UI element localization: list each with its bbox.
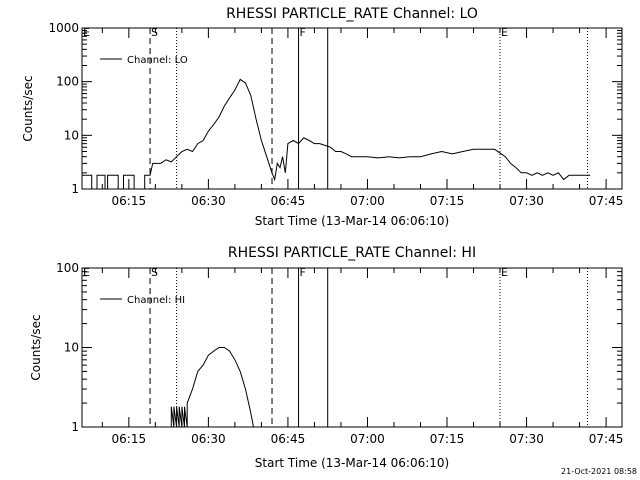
event-marker-label: E <box>83 26 90 39</box>
x-tick-label: 07:15 <box>430 194 465 208</box>
x-tick-label: 06:30 <box>191 432 226 446</box>
y-tick-label: 1 <box>71 420 79 434</box>
hi-channel-panel: RHESSI PARTICLE_RATE Channel: HI Start Ti… <box>29 245 623 470</box>
lo-channel-panel: RHESSI PARTICLE_RATE Channel: LO Start Ti… <box>21 6 623 228</box>
timestamp-footer: 21-Oct-2021 08:58 <box>561 467 637 476</box>
x-tick-label: 06:30 <box>191 194 226 208</box>
x-tick-label: 06:45 <box>271 194 306 208</box>
event-marker-label: S <box>151 266 158 279</box>
x-axis-label: Start Time (13-Mar-14 06:06:10) <box>255 456 449 470</box>
legend-entry: Channel: HI <box>127 295 185 306</box>
x-tick-label: 07:00 <box>350 432 385 446</box>
x-tick-label: 07:15 <box>430 432 465 446</box>
event-marker-label: E <box>501 266 508 279</box>
y-tick-label: 1 <box>71 182 79 196</box>
plot-frame <box>81 27 623 190</box>
x-tick-label: 07:45 <box>589 194 624 208</box>
x-tick-label: 06:15 <box>112 194 147 208</box>
plot-frame <box>81 267 623 428</box>
x-tick-label: 06:15 <box>112 432 147 446</box>
chart-title: RHESSI PARTICLE_RATE Channel: HI <box>228 245 476 261</box>
event-marker-label: F <box>300 266 306 279</box>
series-line-channel-lo <box>82 78 591 190</box>
y-tick-label: 10 <box>64 128 79 142</box>
y-tick-label: 100 <box>56 75 79 89</box>
event-marker-label: F <box>300 26 306 39</box>
x-axis-label: Start Time (13-Mar-14 06:06:10) <box>255 214 449 228</box>
x-tick-label: 07:30 <box>509 194 544 208</box>
y-axis-label: Counts/sec <box>29 314 43 380</box>
x-tick-label: 07:00 <box>350 194 385 208</box>
event-marker-label: S <box>151 26 158 39</box>
y-tick-label: 100 <box>56 261 79 275</box>
x-tick-label: 07:45 <box>589 432 624 446</box>
legend-entry: Channel: LO <box>127 55 188 66</box>
event-marker-label: E <box>83 266 90 279</box>
chart-title: RHESSI PARTICLE_RATE Channel: LO <box>226 6 478 22</box>
y-tick-label: 1000 <box>48 21 79 35</box>
x-tick-label: 06:45 <box>271 432 306 446</box>
event-marker-label: E <box>501 26 508 39</box>
series-line-channel-hi <box>170 347 254 428</box>
y-axis-label: Counts/sec <box>21 75 35 141</box>
y-tick-label: 10 <box>64 341 79 355</box>
x-tick-label: 07:30 <box>509 432 544 446</box>
